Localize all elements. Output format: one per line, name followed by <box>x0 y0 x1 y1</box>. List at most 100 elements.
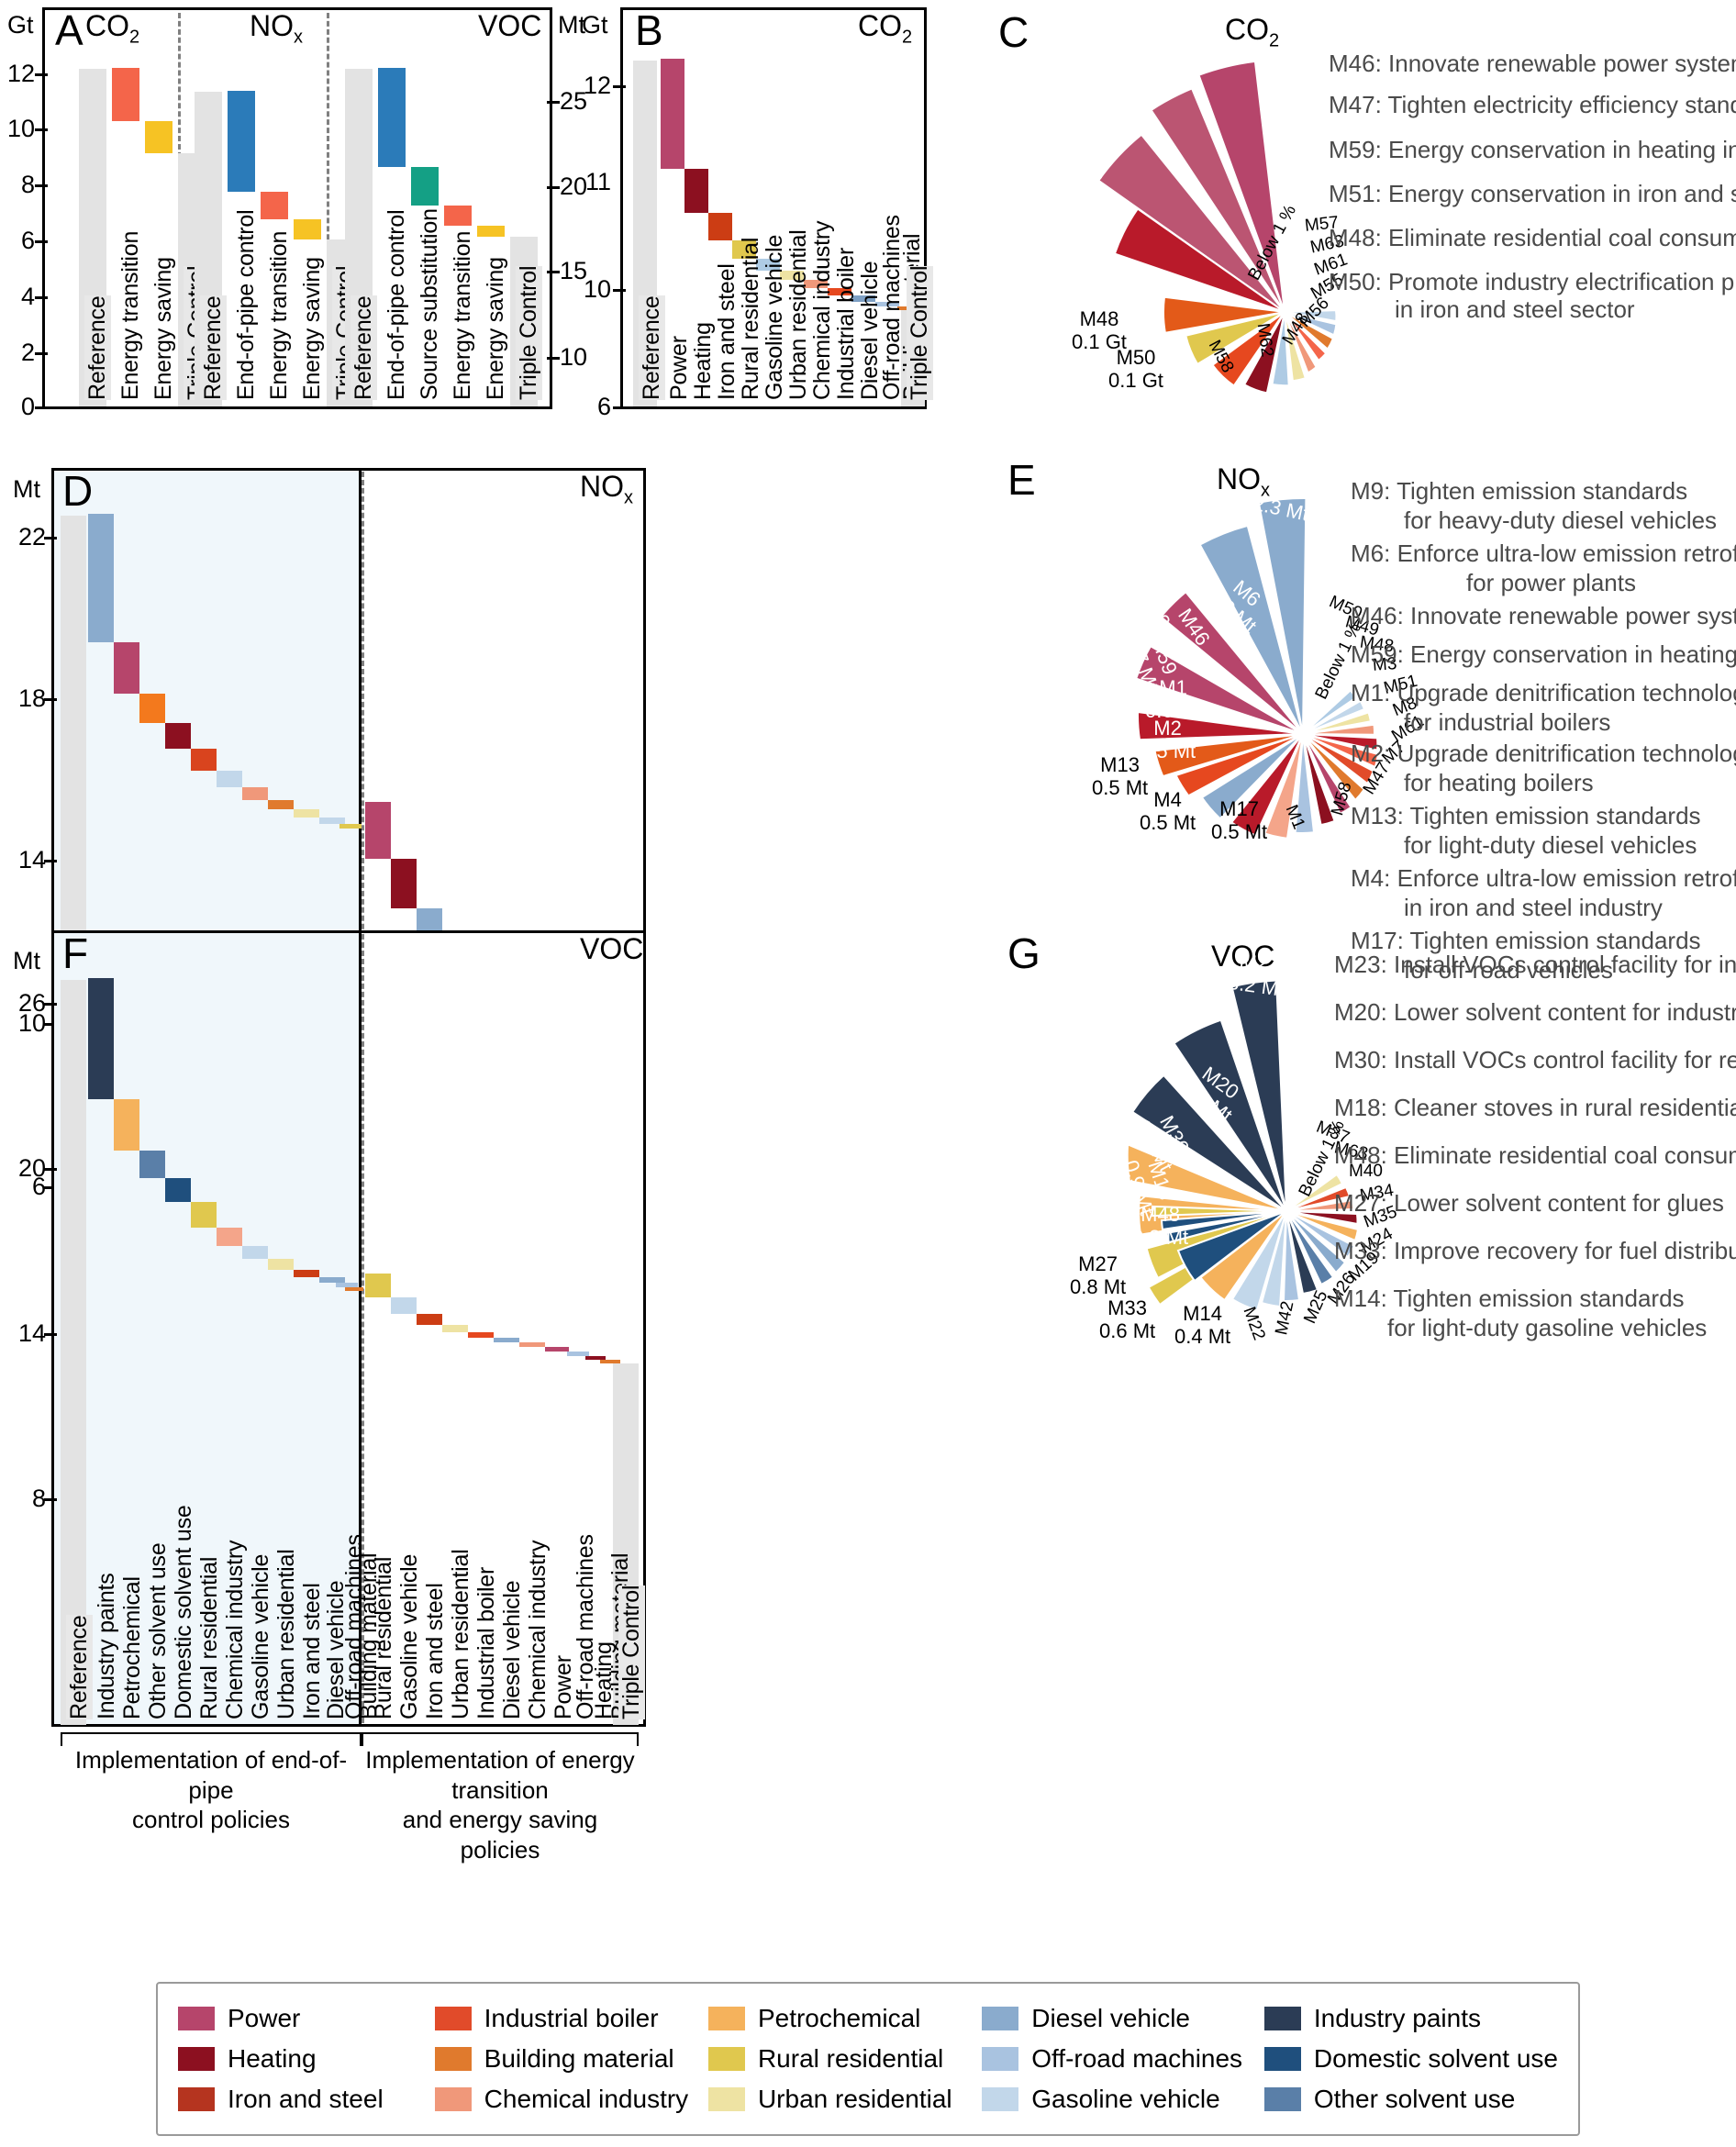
panel-b-label-3: Iron and steel <box>714 263 740 400</box>
legend-label-offroad-machines: Off-road machines <box>1031 2044 1243 2073</box>
panel-e-wedge-m9b <box>1198 524 1304 735</box>
panel-c-wedge-m48b <box>1284 311 1308 383</box>
panel-f-ytick-1: 20 <box>17 1154 46 1182</box>
panel-b-label-8: Industrial boiler <box>833 247 859 400</box>
panel-f-bar-r-diesel-vehicle <box>494 1338 519 1342</box>
panel-c-key-4: M48: Eliminate residential coal consumpt… <box>1329 224 1736 251</box>
panel-a-label-voc-5: Triple Control <box>516 265 542 400</box>
panel-a-label-voc-0: Reference <box>351 295 377 400</box>
panel-f-bar-r-gasoline-vehicle <box>391 1297 417 1314</box>
panel-f-bar-r-rural-residential <box>365 1274 391 1297</box>
panel-f-label-l0: Reference <box>66 1615 93 1719</box>
legend-label-other-solvent-use: Other solvent use <box>1313 2085 1516 2113</box>
panel-d-bar-rural-residential <box>339 824 362 829</box>
panel-d-bar-chemical-industry <box>242 787 268 800</box>
panel-f-bracket-left-label: Implementation of end-of-pipe control po… <box>74 1746 348 1833</box>
panel-g-wedge-m26 <box>1285 1210 1335 1286</box>
panel-c-key-1: M47: Tighten electricity efficiency stan… <box>1329 91 1736 118</box>
panel-d-bar-diesel-vehicle <box>88 514 114 642</box>
panel-a-ytick-4: 4 <box>20 283 35 310</box>
legend-item-power: Power <box>178 1998 435 2039</box>
panel-g-wedge-m27 <box>1164 1210 1287 1244</box>
panel-f-label-l9: Iron and steel <box>299 1583 325 1719</box>
panel-e-key-10: M13: Tighten emission standards <box>1351 802 1701 829</box>
panel-e-wedge-m17 <box>1263 733 1304 840</box>
panel-g-wedge-m14 <box>1230 1210 1287 1312</box>
panel-f-bar-domestic-solvent-use <box>165 1178 191 1202</box>
legend-swatch-petrochemical <box>707 2007 745 2030</box>
panel-e-wedge-m1b <box>1294 733 1316 834</box>
panel-b-letter: B <box>635 6 663 54</box>
panel-b-unit: Gt <box>582 11 608 39</box>
panel-b: B Gt CO2 12 10 11 6 Reference Power Heat… <box>578 0 936 422</box>
panel-g-key-6: M33: Improve recovery for fuel distribut… <box>1334 1237 1736 1264</box>
panel-f-label-l5: Rural residential <box>196 1556 222 1719</box>
panel-e-wedge-m6 <box>1159 590 1304 735</box>
legend-label-building-material: Building material <box>484 2044 674 2073</box>
panel-b-bar-rural-residential <box>732 240 756 259</box>
legend-label-rural-residential: Rural residential <box>757 2044 944 2073</box>
panel-d-letter: D <box>62 467 94 515</box>
panel-c-key-2: M59: Energy conservation in heating indu… <box>1329 136 1736 163</box>
panel-f-axes-right <box>362 930 646 1727</box>
panel-a-bar-voc-energy-saving <box>477 226 505 237</box>
panel-c-wedge-m56 <box>1284 311 1318 374</box>
legend-swatch-iron-and-steel <box>178 2087 215 2111</box>
panel-f-bar-industry-paints <box>88 978 114 1099</box>
panel-d-bar-iron-steel <box>191 749 217 771</box>
panel-g-wedge-m27a <box>1160 1210 1287 1231</box>
panel-c-radial-chart <box>1096 60 1338 395</box>
panel-g-wedge-m42 <box>1282 1210 1301 1303</box>
panel-f-bar-r-iron-steel <box>417 1314 442 1325</box>
panel-e-wedge-m46 <box>1134 644 1304 735</box>
panel-e-key-12: M4: Enforce ultra-low emission retrofits <box>1351 864 1736 892</box>
legend-swatch-rural-residential <box>707 2047 745 2071</box>
panel-f-bar-rural-residential <box>191 1202 217 1228</box>
legend-label-power: Power <box>228 2004 301 2032</box>
legend-item-iron-and-steel: Iron and steel <box>178 2079 435 2119</box>
panel-f-label-r3: Urban residential <box>448 1549 473 1719</box>
panel-f-bar-r-building-material <box>600 1360 620 1363</box>
panel-e-key-2: M6: Enforce ultra-low emission retrofits <box>1351 540 1736 567</box>
panel-f-label-r1: Gasoline vehicle <box>396 1553 422 1719</box>
legend-item-chemical-industry: Chemical industry <box>434 2079 708 2119</box>
panel-a-bar-nox-energy-transition <box>261 192 288 219</box>
panel-f-bar-r-offroad-machines <box>567 1352 589 1356</box>
legend-item-offroad-machines: Off-road machines <box>982 2039 1264 2079</box>
panel-g-wedge-m25 <box>1285 1210 1319 1296</box>
panel-e-wedge-m49 <box>1302 699 1366 735</box>
panel-f-bar-gasoline-vehicle <box>242 1246 268 1259</box>
legend-swatch-building-material <box>434 2047 472 2071</box>
panel-f-label-r0: Rural residential <box>371 1556 396 1719</box>
panel-f-bar-r-industrial-boiler <box>468 1332 494 1338</box>
panel-d-bar-urban-residential <box>294 809 319 818</box>
legend-swatch-domestic-solvent-use <box>1263 2047 1301 2071</box>
panel-e-key-3: for power plants <box>1466 569 1636 596</box>
panel-d-bar-industrial-boiler <box>139 694 165 723</box>
panel-e-wedge-m58 <box>1302 733 1336 827</box>
panel-d-bar-r-diesel-vehicle <box>417 908 442 930</box>
panel-a-ytick-0: 12 <box>6 60 35 87</box>
panel-b-bar-industrial-boiler <box>828 288 851 295</box>
panel-d-bar-gasoline-vehicle <box>319 818 345 824</box>
legend-item-petrochemical: Petrochemical <box>707 1998 982 2039</box>
panel-g-key-3: M18: Cleaner stoves in rural residential… <box>1334 1094 1736 1121</box>
legend-swatch-other-solvent-use <box>1263 2087 1301 2111</box>
panel-e-wedge-m3 <box>1302 723 1376 736</box>
panel-a-rtick-2: 15 <box>560 257 588 284</box>
panel-b-label-4: Rural residential <box>738 237 763 400</box>
panel-b-label-2: Heating <box>690 322 716 400</box>
panel-f-bar-chemical-industry <box>217 1228 242 1246</box>
legend-column-4: Diesel vehicle Off-road machines Gasolin… <box>982 1998 1264 2119</box>
panel-a-right-unit: Mt <box>558 11 585 39</box>
panel-c-wedge-m48 <box>1185 311 1285 366</box>
panel-f-label-l3: Other solvent use <box>145 1542 171 1719</box>
panel-b-label-0: Reference <box>639 295 665 400</box>
panel-e-radial-chart <box>1134 496 1380 840</box>
panel-b-bar-power <box>661 59 684 169</box>
panel-a: A Gt Mt CO2 NOx VOC 12 10 8 6 4 2 0 25 2… <box>0 0 587 422</box>
panel-g-wedge-m22 <box>1260 1210 1287 1308</box>
panel-e-wedge-m61 <box>1302 733 1375 785</box>
panel-b-ytick-0: 12 <box>583 72 611 99</box>
